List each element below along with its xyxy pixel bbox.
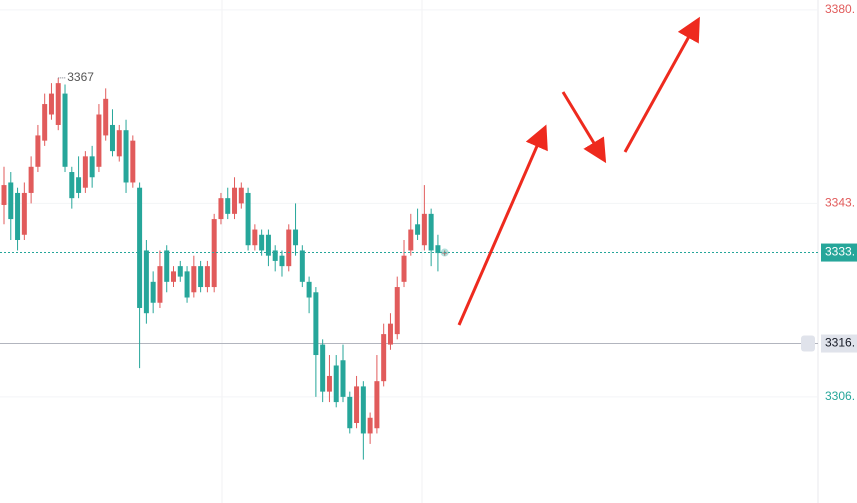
candle-body xyxy=(347,396,353,429)
candle-body xyxy=(232,187,238,214)
candle-body xyxy=(421,213,427,246)
candle-body xyxy=(143,250,149,314)
current-price-box xyxy=(821,243,857,262)
candle-body xyxy=(198,266,204,288)
candle-body xyxy=(69,172,75,199)
candle-body xyxy=(35,135,41,167)
y-tick-label: 3306. xyxy=(825,389,855,403)
candle-body xyxy=(293,229,299,246)
candle-body xyxy=(62,93,68,167)
arrow xyxy=(623,16,700,153)
candle-body xyxy=(1,185,7,205)
candle-body xyxy=(415,224,421,235)
y-tick-label: 3343. xyxy=(825,196,855,210)
candle-body xyxy=(55,83,61,125)
candle-body xyxy=(238,187,244,204)
candle-body xyxy=(89,156,95,178)
candle-body xyxy=(326,375,332,392)
candle-body xyxy=(320,344,326,392)
candle-body xyxy=(177,266,183,277)
candle-body xyxy=(184,271,190,298)
candle-body xyxy=(82,156,88,188)
max-label: 3367 xyxy=(67,70,94,84)
candle-body xyxy=(387,323,393,345)
candle-body xyxy=(428,213,434,251)
candle-body xyxy=(340,360,346,397)
candle-body xyxy=(109,124,115,152)
current-price-label: 3333. xyxy=(825,245,855,259)
candle-body xyxy=(272,250,278,261)
candle-body xyxy=(394,287,400,335)
candle-body xyxy=(42,104,48,141)
arrow xyxy=(561,91,607,164)
candle-body xyxy=(435,245,441,254)
candle-body xyxy=(265,234,271,256)
candle-body xyxy=(374,381,380,429)
candle-body xyxy=(157,266,163,303)
candle-body xyxy=(191,266,197,293)
candle-body xyxy=(286,229,292,267)
candle-body xyxy=(354,386,360,424)
candle-body xyxy=(333,365,339,403)
candle-body xyxy=(15,192,21,240)
candle-body xyxy=(225,198,231,214)
candle-body xyxy=(116,130,122,157)
candle-body xyxy=(137,187,143,308)
alert-label-box xyxy=(821,334,857,353)
candle-body xyxy=(96,114,102,167)
candle-body xyxy=(164,250,170,282)
candle-body xyxy=(130,140,136,183)
candle-body xyxy=(76,177,82,193)
candle-body xyxy=(150,281,156,303)
candle-body xyxy=(28,166,34,193)
candle-body xyxy=(381,334,387,382)
y-tick-label: 3380. xyxy=(825,2,855,16)
candle-body xyxy=(218,198,224,220)
arrow xyxy=(457,124,548,326)
annotation-arrows xyxy=(457,16,700,326)
alert-label: 3316. xyxy=(825,336,855,350)
candle-body xyxy=(21,192,27,235)
candle-body xyxy=(171,271,176,282)
candle-body xyxy=(211,219,217,288)
candle-body xyxy=(408,229,414,251)
candle-body xyxy=(123,130,129,183)
candle-body xyxy=(245,192,251,246)
alert-icon xyxy=(801,335,815,352)
candle-body xyxy=(252,229,258,246)
candle-body xyxy=(204,266,210,288)
candle-body xyxy=(313,292,319,356)
candle-body xyxy=(360,386,366,434)
candle-body xyxy=(48,93,54,115)
candle-body xyxy=(367,417,373,434)
candle-body xyxy=(401,255,407,282)
candle-body xyxy=(103,98,109,136)
candle-body xyxy=(279,255,285,267)
candle-body xyxy=(299,250,305,282)
candle-body xyxy=(306,281,312,298)
candle-body xyxy=(259,234,265,251)
candle-body xyxy=(8,182,14,220)
